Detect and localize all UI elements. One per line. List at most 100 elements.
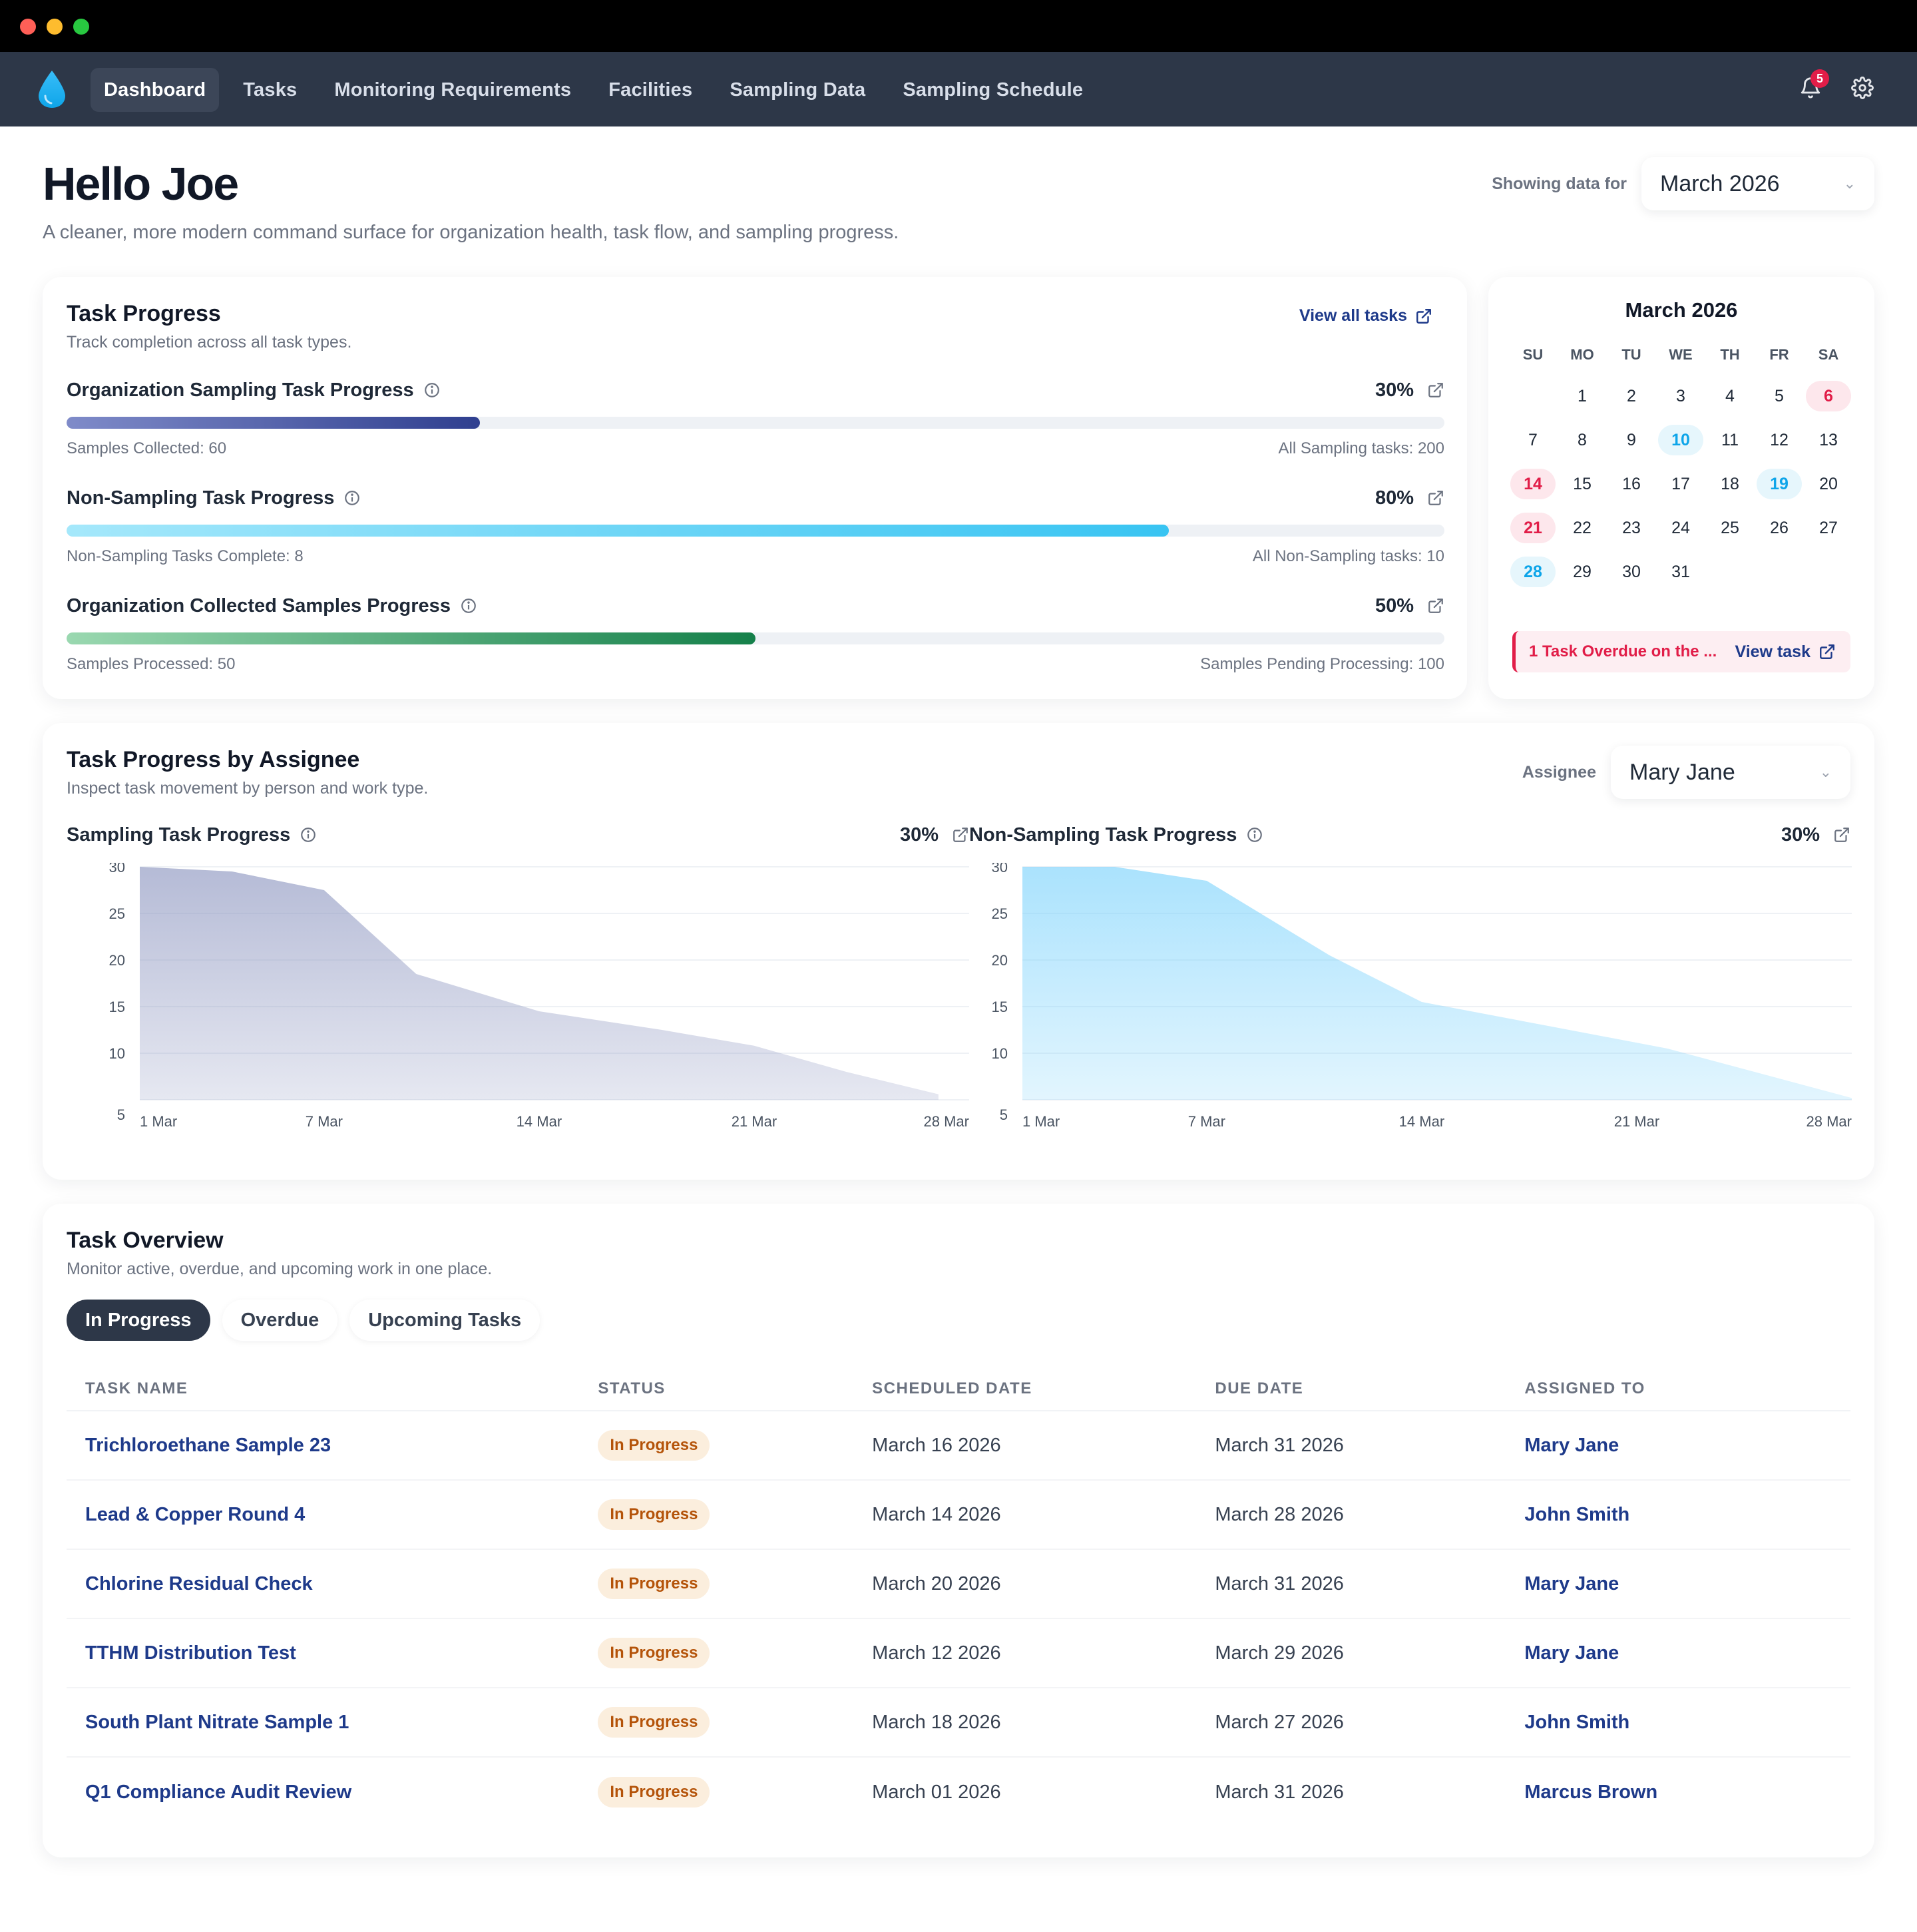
- samples-processed-note: Samples Processed: 50: [67, 655, 236, 673]
- settings-button[interactable]: [1848, 72, 1877, 104]
- calendar-day[interactable]: 22: [1573, 518, 1592, 537]
- table-row[interactable]: Chlorine Residual Check In Progress March …: [67, 1550, 1850, 1619]
- x-tick-label: 14 Mar: [1399, 1113, 1444, 1130]
- tab-upcoming-tasks[interactable]: Upcoming Tasks: [349, 1300, 540, 1341]
- info-icon[interactable]: [1246, 826, 1263, 844]
- table-row[interactable]: Lead & Copper Round 4 In Progress March 14…: [67, 1481, 1850, 1550]
- task-name-link[interactable]: Trichloroethane Sample 23: [85, 1434, 331, 1456]
- calendar-day[interactable]: 6: [1804, 374, 1853, 418]
- maximize-window-button[interactable]: [73, 19, 89, 35]
- info-icon[interactable]: [300, 826, 317, 844]
- assignee-link[interactable]: Marcus Brown: [1524, 1781, 1658, 1803]
- close-window-button[interactable]: [20, 19, 36, 35]
- assignee-link[interactable]: Mary Jane: [1524, 1642, 1619, 1664]
- task-progress-title: Task Progress: [67, 301, 221, 326]
- table-row[interactable]: Q1 Compliance Audit Review In Progress Mar…: [67, 1758, 1850, 1827]
- calendar-day[interactable]: 9: [1627, 430, 1636, 449]
- table-row[interactable]: South Plant Nitrate Sample 1 In Progress M…: [67, 1688, 1850, 1758]
- nav-sampling-data[interactable]: Sampling Data: [730, 79, 866, 101]
- notifications-button[interactable]: 5: [1796, 69, 1829, 104]
- calendar-day[interactable]: 10: [1656, 418, 1705, 462]
- info-icon[interactable]: [460, 597, 477, 614]
- non-sampling-progress-percent: 80%: [1375, 487, 1444, 509]
- column-task-name[interactable]: TASK NAME: [85, 1379, 188, 1397]
- calendar-day[interactable]: 15: [1573, 474, 1592, 493]
- status-badge: In Progress: [598, 1430, 710, 1461]
- calendar-day[interactable]: 4: [1725, 386, 1735, 405]
- calendar-day[interactable]: 1: [1578, 386, 1587, 405]
- calendar-day[interactable]: 13: [1819, 430, 1838, 449]
- calendar-day[interactable]: 28: [1508, 550, 1558, 594]
- calendar-day[interactable]: 29: [1573, 562, 1592, 581]
- assignee-progress-card: Task Progress by Assignee Inspect task m…: [43, 723, 1874, 1180]
- assignee-link[interactable]: John Smith: [1524, 1503, 1630, 1525]
- nav-monitoring-requirements[interactable]: Monitoring Requirements: [334, 79, 572, 101]
- series-area: [140, 867, 939, 1100]
- calendar-day[interactable]: 27: [1819, 518, 1838, 537]
- tab-overdue[interactable]: Overdue: [222, 1300, 338, 1341]
- due-date: March 28 2026: [1215, 1503, 1344, 1525]
- calendar-day[interactable]: 21: [1508, 506, 1558, 550]
- calendar-day[interactable]: 26: [1770, 518, 1789, 537]
- external-link-icon: [1820, 644, 1834, 659]
- calendar-day[interactable]: 24: [1671, 518, 1690, 537]
- task-name-link[interactable]: Chlorine Residual Check: [85, 1572, 313, 1594]
- tab-in-progress[interactable]: In Progress: [67, 1300, 210, 1341]
- calendar-day[interactable]: 31: [1671, 562, 1690, 581]
- table-row[interactable]: Trichloroethane Sample 23 In Progress Marc…: [67, 1411, 1850, 1481]
- calendar-day[interactable]: 5: [1775, 386, 1784, 405]
- external-link-icon[interactable]: [1427, 381, 1444, 399]
- calendar-day[interactable]: 2: [1627, 386, 1636, 405]
- series-area: [1022, 867, 1852, 1100]
- column-due-date[interactable]: DUE DATE: [1215, 1379, 1304, 1397]
- minimize-window-button[interactable]: [47, 19, 63, 35]
- nav-sampling-schedule[interactable]: Sampling Schedule: [903, 79, 1084, 101]
- task-name-link[interactable]: Q1 Compliance Audit Review: [85, 1781, 352, 1803]
- column-scheduled-date[interactable]: SCHEDULED DATE: [872, 1379, 1032, 1397]
- table-row[interactable]: TTHM Distribution Test In Progress March 1…: [67, 1619, 1850, 1688]
- calendar-day[interactable]: 25: [1721, 518, 1739, 537]
- x-tick-label: 21 Mar: [1614, 1113, 1659, 1130]
- calendar-day[interactable]: 3: [1676, 386, 1685, 405]
- assignee-link[interactable]: John Smith: [1524, 1711, 1630, 1733]
- period-select[interactable]: March 2026 ⌄: [1641, 157, 1874, 210]
- column-assigned-to[interactable]: ASSIGNED TO: [1524, 1379, 1645, 1397]
- task-overview-subtitle: Monitor active, overdue, and upcoming wo…: [67, 1260, 493, 1278]
- info-icon[interactable]: [343, 489, 361, 507]
- calendar-day[interactable]: 11: [1721, 430, 1739, 449]
- calendar-day[interactable]: 16: [1622, 474, 1641, 493]
- calendar-day[interactable]: 8: [1578, 430, 1587, 449]
- calendar-day[interactable]: 20: [1819, 474, 1838, 493]
- calendar-day[interactable]: 30: [1622, 562, 1641, 581]
- nav-tasks[interactable]: Tasks: [243, 79, 298, 101]
- assignee-link[interactable]: Mary Jane: [1524, 1434, 1619, 1456]
- calendar-day[interactable]: 19: [1755, 462, 1804, 506]
- water-drop-logo-icon[interactable]: [36, 69, 68, 109]
- task-name-link[interactable]: Lead & Copper Round 4: [85, 1503, 306, 1525]
- y-tick-label: 25: [992, 905, 1008, 922]
- info-icon[interactable]: [423, 381, 441, 399]
- external-link-icon[interactable]: [1427, 489, 1444, 507]
- view-all-tasks-link[interactable]: View all tasks: [1299, 306, 1432, 326]
- calendar-day[interactable]: 18: [1721, 474, 1739, 493]
- external-link-icon: [1416, 308, 1431, 324]
- external-link-icon[interactable]: [1833, 826, 1850, 844]
- calendar-day[interactable]: 7: [1528, 430, 1538, 449]
- y-tick-label: 25: [109, 905, 125, 922]
- task-name-link[interactable]: South Plant Nitrate Sample 1: [85, 1711, 349, 1733]
- column-status[interactable]: STATUS: [598, 1379, 666, 1397]
- calendar-day[interactable]: 12: [1770, 430, 1789, 449]
- calendar-day[interactable]: 23: [1622, 518, 1641, 537]
- view-task-link[interactable]: View task: [1735, 642, 1836, 662]
- non-sampling-chart-title: Non-Sampling Task Progress: [969, 824, 1237, 845]
- assignee-select[interactable]: Mary Jane ⌄: [1611, 746, 1850, 799]
- nav-dashboard[interactable]: Dashboard: [91, 68, 220, 112]
- task-name-link[interactable]: TTHM Distribution Test: [85, 1642, 296, 1664]
- external-link-icon[interactable]: [952, 826, 969, 844]
- assignee-link[interactable]: Mary Jane: [1524, 1572, 1619, 1594]
- calendar-day[interactable]: 17: [1671, 474, 1690, 493]
- external-link-icon[interactable]: [1427, 597, 1444, 614]
- calendar-day[interactable]: 14: [1508, 462, 1558, 506]
- nav-facilities[interactable]: Facilities: [608, 79, 693, 101]
